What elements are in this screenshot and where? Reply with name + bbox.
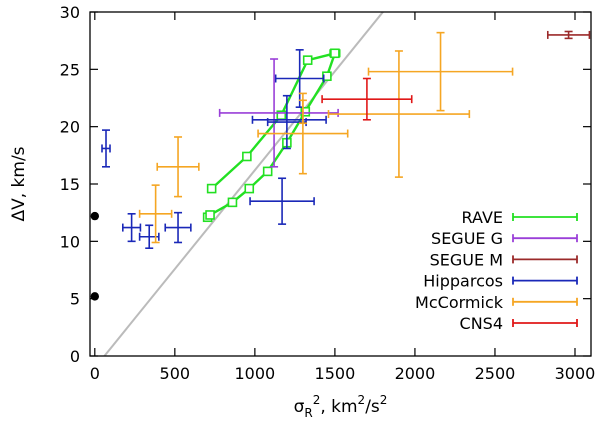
legend-label: SEGUE G [431,229,503,248]
data-point [286,121,288,123]
series-segue-g [218,58,339,168]
x-label-sup2: 2 [358,393,366,407]
data-point [278,112,280,114]
y-tick-label: 20 [60,118,80,137]
legend-label: McCormick [415,293,504,312]
series-layer [101,30,591,250]
x-tick-label: 0 [90,364,100,383]
data-point [227,197,238,208]
data-point [330,48,340,59]
series-segue-m [546,30,591,40]
data-point [177,166,179,168]
data-point [281,200,283,202]
data-point [262,166,273,177]
data-point [398,113,400,115]
axis-marker-dot [90,292,100,301]
axis-marker-layer [90,211,100,301]
data-point [130,226,133,229]
data-point [206,183,217,194]
data-point [302,110,304,113]
tick-layer: 0 500 1000 1500 2000 2500 3000 0 5 10 15 20 25 30 [60,3,596,383]
data-point [154,213,157,215]
data-point [300,106,311,117]
data-point [242,151,252,162]
x-label-sub: R [304,406,312,420]
data-point [302,132,304,135]
x-label-sup1: 2 [313,393,321,407]
data-point [205,210,215,220]
y-tick-label: 25 [60,60,80,79]
data-point [366,98,368,100]
legend-label: RAVE [462,208,503,227]
legend: RAVE SEGUE G SEGUE M Hipparcos McCormick CNS4 [415,208,578,333]
data-point [105,147,107,150]
series-cns4 [321,77,413,121]
x-label-base: σ [294,397,305,417]
series-mccormick [138,31,514,244]
y-axis-label: ΔV, km/s [9,146,29,221]
reference-line [103,11,384,357]
data-point [567,34,570,36]
data-point [439,70,442,73]
x-tick-label: 1500 [315,364,356,383]
data-point [148,235,151,238]
x-label-rest: , km [320,397,357,417]
x-tick-label: 500 [160,364,191,383]
series-rave [202,48,341,223]
data-point [288,118,291,121]
y-tick-label: 0 [70,347,80,366]
x-tick-label: 2500 [475,364,516,383]
reference-line-layer [103,11,384,357]
x-label-sup3: 2 [380,393,388,407]
legend-label: SEGUE M [430,250,503,269]
y-tick-label: 10 [60,232,80,251]
x-tick-label: 2000 [395,364,436,383]
data-point [273,112,275,114]
data-point [302,55,313,65]
y-tick-label: 30 [60,3,80,22]
x-axis-label: σR2, km2/s2 [294,393,388,420]
x-tick-label: 1000 [235,364,276,383]
axis-marker-dot [90,211,100,221]
y-tick-label: 5 [70,290,80,309]
data-point [177,226,179,229]
legend-label: CNS4 [460,314,503,333]
y-tick-label: 15 [60,175,80,194]
series-hipparcos [101,49,327,250]
data-point [298,77,301,80]
x-label-rest2: /s [365,397,380,417]
legend-label: Hipparcos [423,272,503,291]
x-tick-label: 3000 [555,364,596,383]
data-point [244,183,255,194]
